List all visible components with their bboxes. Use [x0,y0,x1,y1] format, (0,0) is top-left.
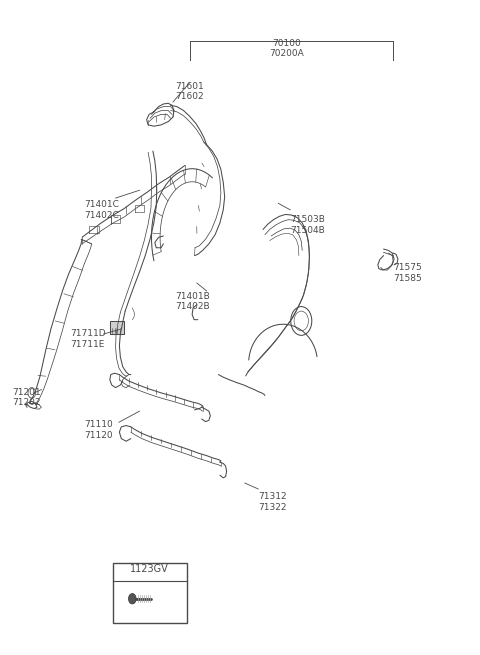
Text: 71401B
71402B: 71401B 71402B [175,291,210,311]
Text: 1123GV: 1123GV [0,654,1,655]
FancyBboxPatch shape [110,321,124,334]
Text: 71110
71120: 71110 71120 [84,421,113,440]
Text: 71601
71602: 71601 71602 [175,82,204,102]
Text: 71401C
71402C: 71401C 71402C [84,200,120,220]
Text: 71575
71585: 71575 71585 [393,263,422,283]
Text: 71711D
71711E: 71711D 71711E [70,329,106,348]
Text: 70100
70200A: 70100 70200A [270,39,304,58]
Text: 71503B
71504B: 71503B 71504B [290,215,325,235]
Text: 1123GV: 1123GV [130,564,168,574]
Circle shape [129,593,136,604]
Bar [113,563,187,623]
Text: 71201
71202: 71201 71202 [12,388,41,407]
Text: 71312
71322: 71312 71322 [258,492,287,512]
